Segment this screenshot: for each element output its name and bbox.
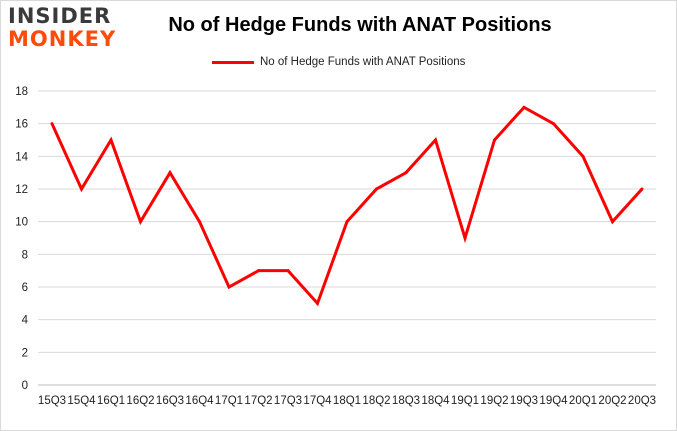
data-point bbox=[316, 301, 319, 305]
x-tick-label: 16Q2 bbox=[126, 395, 154, 407]
x-tick-label: 17Q4 bbox=[303, 395, 332, 407]
series-layer bbox=[50, 105, 644, 307]
x-tick-label: 19Q4 bbox=[539, 395, 568, 407]
data-point bbox=[80, 187, 83, 191]
data-point bbox=[581, 154, 585, 158]
y-tick-label: 10 bbox=[15, 217, 28, 229]
data-point bbox=[227, 285, 231, 289]
data-point bbox=[493, 138, 496, 142]
data-point bbox=[257, 269, 260, 273]
logo-top-text: INSIDER bbox=[8, 4, 112, 28]
data-point bbox=[552, 122, 555, 126]
chart-legend: No of Hedge Funds with ANAT Positions bbox=[212, 54, 465, 70]
x-tick-label: 19Q2 bbox=[480, 395, 508, 407]
y-tick-label: 2 bbox=[22, 347, 28, 359]
x-tick-label: 17Q3 bbox=[274, 395, 302, 407]
data-point bbox=[168, 171, 172, 175]
y-tick-label: 4 bbox=[22, 315, 29, 327]
y-tick-label: 16 bbox=[15, 119, 28, 131]
x-tick-label: 18Q1 bbox=[333, 395, 361, 407]
x-tick-label: 15Q4 bbox=[67, 395, 96, 407]
data-point bbox=[109, 138, 113, 142]
data-point bbox=[50, 122, 54, 126]
data-point bbox=[640, 187, 644, 191]
x-tick-label: 16Q3 bbox=[156, 395, 184, 407]
y-tick-label: 18 bbox=[15, 86, 28, 98]
x-tick-label: 19Q3 bbox=[510, 395, 538, 407]
legend-swatch bbox=[212, 60, 254, 64]
x-tick-label: 20Q2 bbox=[598, 395, 626, 407]
legend-label: No of Hedge Funds with ANAT Positions bbox=[260, 56, 466, 68]
x-tick-label: 17Q1 bbox=[215, 395, 243, 407]
x-tick-label: 20Q3 bbox=[628, 395, 656, 407]
data-point bbox=[463, 236, 467, 240]
y-tick-label: 14 bbox=[15, 151, 28, 163]
data-point bbox=[404, 171, 408, 175]
x-tick-labels: 15Q3 15Q4 16Q1 16Q2 16Q3 16Q4 17Q1 17Q2 17Q3 17Q4… bbox=[38, 395, 656, 407]
insider-monkey-logo: INSIDER MONKEY bbox=[8, 6, 128, 52]
y-tick-label: 0 bbox=[22, 380, 28, 392]
data-point bbox=[345, 220, 349, 224]
logo-bottom-text: MONKEY bbox=[8, 27, 117, 51]
data-point bbox=[139, 220, 142, 224]
x-tick-label: 18Q2 bbox=[362, 395, 390, 407]
x-tick-label: 17Q2 bbox=[244, 395, 272, 407]
data-point bbox=[611, 220, 614, 224]
data-point bbox=[286, 269, 290, 273]
data-point bbox=[198, 220, 201, 224]
data-point bbox=[522, 105, 526, 109]
x-tick-label: 18Q3 bbox=[392, 395, 420, 407]
data-point bbox=[434, 138, 437, 142]
x-tick-label: 16Q1 bbox=[97, 395, 125, 407]
series-line bbox=[50, 105, 644, 307]
x-tick-label: 20Q1 bbox=[569, 395, 597, 407]
x-tick-label: 18Q4 bbox=[421, 395, 450, 407]
y-tick-label: 12 bbox=[15, 184, 28, 196]
x-tick-label: 19Q1 bbox=[451, 395, 479, 407]
x-tick-label: 16Q4 bbox=[185, 395, 214, 407]
chart-title: No of Hedge Funds with ANAT Positions bbox=[168, 14, 552, 36]
y-tick-labels: 0 2 4 6 8 10 12 14 16 18 bbox=[15, 86, 28, 392]
y-tick-label: 8 bbox=[22, 249, 28, 261]
data-point bbox=[375, 187, 378, 191]
x-tick-label: 15Q3 bbox=[38, 395, 66, 407]
y-tick-label: 6 bbox=[22, 282, 28, 294]
